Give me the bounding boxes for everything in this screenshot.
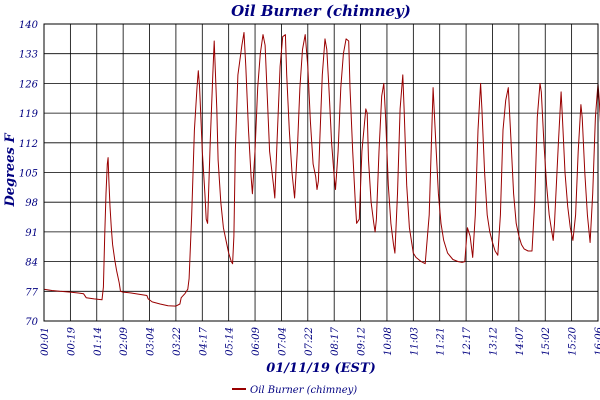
y-tick-label: 105 (19, 169, 38, 180)
y-tick-label: 140 (19, 20, 39, 31)
y-tick-label: 126 (19, 79, 39, 90)
y-tick-label: 91 (25, 228, 38, 239)
y-tick-label: 70 (25, 317, 38, 328)
x-tick-label: 04:17 (198, 326, 209, 355)
x-tick-label: 06:09 (251, 326, 262, 355)
grid (43, 23, 599, 322)
tick-labels: 70 77 84 91 98 105 112 119 126 133 140 00:01 00:19 01… (19, 20, 600, 356)
x-tick-label: 01:14 (93, 327, 104, 356)
x-tick-label: 05:14 (225, 327, 236, 356)
plot-frame (43, 23, 599, 322)
y-tick-label: 84 (25, 258, 38, 269)
x-tick-label: 13:12 (488, 327, 499, 356)
x-axis-label: 01/11/19 (EST) (266, 361, 376, 376)
legend: Oil Burner (chimney) (232, 385, 357, 396)
x-tick-label: 02:09 (119, 326, 130, 355)
y-tick-label: 119 (19, 109, 39, 120)
x-tick-label: 11:03 (409, 327, 420, 356)
x-tick-label: 09:12 (357, 327, 368, 356)
x-tick-label: 15:02 (541, 327, 552, 356)
y-tick-label: 112 (19, 139, 38, 150)
x-tick-label: 07:22 (304, 327, 315, 356)
x-tick-label: 03:04 (146, 327, 157, 356)
legend-label: Oil Burner (chimney) (250, 385, 357, 396)
x-tick-label: 12:17 (462, 326, 473, 355)
x-tick-label: 08:17 (330, 326, 341, 355)
y-axis-label: Degrees F (3, 133, 18, 208)
x-tick-label: 10:08 (383, 327, 394, 356)
x-tick-label: 15:20 (568, 326, 579, 355)
x-tick-label: 07:04 (277, 327, 288, 356)
y-tick-label: 98 (25, 198, 38, 209)
y-tick-label: 133 (19, 50, 38, 61)
x-tick-label: 11:21 (436, 327, 447, 356)
x-tick-label: 00:01 (40, 327, 51, 356)
x-tick-label: 00:19 (66, 326, 77, 355)
y-tick-label: 77 (25, 287, 38, 298)
x-tick-label: 14:07 (515, 326, 526, 355)
x-tick-label: 16:06 (594, 326, 600, 355)
series-group (43, 32, 600, 307)
series-line-oil-burner-chimney (43, 32, 600, 307)
chart-title: Oil Burner (chimney) (231, 2, 411, 20)
x-tick-label: 03:22 (172, 327, 183, 356)
